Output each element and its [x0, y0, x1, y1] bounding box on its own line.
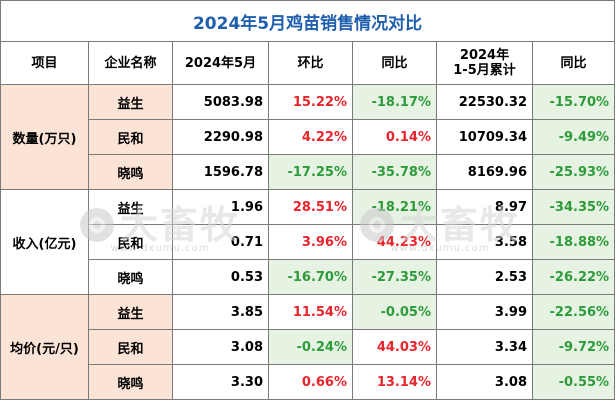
company-cell: 益生: [88, 294, 173, 330]
header-mom: 环比: [268, 41, 353, 85]
header-cumulative: 2024年 1-5月累计: [436, 41, 533, 85]
yoy-change-cell: 44.23%: [352, 224, 437, 260]
yoy-change-cell: -35.78%: [352, 154, 437, 190]
cumulative-value-cell: 3.08: [436, 364, 533, 400]
may-value-cell: 1.96: [172, 189, 269, 225]
cumulative-value-cell: 8.97: [436, 189, 533, 225]
mom-change-cell: 11.54%: [268, 294, 353, 330]
cumulative-yoy-cell: -18.88%: [531, 224, 616, 260]
company-cell: 益生: [88, 189, 173, 225]
may-value-cell: 3.85: [172, 294, 269, 330]
cumulative-yoy-cell: -0.55%: [531, 364, 616, 400]
header-may: 2024年5月: [172, 41, 269, 85]
cumulative-yoy-cell: -34.35%: [531, 189, 616, 225]
cumulative-value-cell: 2.53: [436, 259, 533, 295]
may-value-cell: 3.08: [172, 329, 269, 365]
table-row: 民和 3.08 -0.24% 44.03% 3.34 -9.72%: [1, 329, 616, 365]
cumulative-value-cell: 22530.32: [436, 84, 533, 120]
company-cell: 晓鸣: [88, 259, 173, 295]
header-cumulative-line2: 1-5月累计: [453, 63, 516, 78]
mom-change-cell: 3.96%: [268, 224, 353, 260]
cumulative-yoy-cell: -22.56%: [531, 294, 616, 330]
cumulative-value-cell: 3.99: [436, 294, 533, 330]
header-cumulative-line1: 2024年: [459, 48, 510, 63]
mom-change-cell: -0.24%: [268, 329, 353, 365]
group-label: 均价(元/只): [0, 294, 89, 400]
company-cell: 益生: [88, 84, 173, 120]
table-row: 晓鸣 1596.78 -17.25% -35.78% 8169.96 -25.93%: [1, 154, 616, 190]
may-value-cell: 3.30: [172, 364, 269, 400]
company-cell: 民和: [88, 119, 173, 155]
cumulative-value-cell: 10709.34: [436, 119, 533, 155]
may-value-cell: 0.71: [172, 224, 269, 260]
table-row: 收入(亿元) 益生 1.96 28.51% -18.21% 8.97 -34.35%: [0, 189, 616, 295]
sales-comparison-table: 2024年5月鸡苗销售情况对比 项目 企业名称 2024年5月 环比 同比 20…: [0, 0, 616, 400]
table-row: 民和 2290.98 4.22% 0.14% 10709.34 -9.49%: [1, 119, 616, 155]
may-value-cell: 2290.98: [172, 119, 269, 155]
yoy-change-cell: 44.03%: [352, 329, 437, 365]
cumulative-yoy-cell: -15.70%: [531, 84, 616, 120]
cumulative-yoy-cell: -9.49%: [531, 119, 616, 155]
yoy-change-cell: -27.35%: [352, 259, 437, 295]
company-cell: 晓鸣: [88, 154, 173, 190]
cumulative-value-cell: 8169.96: [436, 154, 533, 190]
table-row: 晓鸣 0.53 -16.70% -27.35% 2.53 -26.22%: [1, 259, 616, 295]
company-cell: 民和: [88, 224, 173, 260]
company-cell: 晓鸣: [88, 364, 173, 400]
mom-change-cell: 0.66%: [268, 364, 353, 400]
mom-change-cell: -16.70%: [268, 259, 353, 295]
yoy-change-cell: 13.14%: [352, 364, 437, 400]
yoy-change-cell: -18.17%: [352, 84, 437, 120]
mom-change-cell: -17.25%: [268, 154, 353, 190]
header-company: 企业名称: [88, 41, 173, 85]
table-row: 晓鸣 3.30 0.66% 13.14% 3.08 -0.55%: [1, 364, 616, 400]
table-row: 民和 0.71 3.96% 44.23% 3.58 -18.88%: [1, 224, 616, 260]
mom-change-cell: 28.51%: [268, 189, 353, 225]
may-value-cell: 1596.78: [172, 154, 269, 190]
table-row: 数量(万只) 益生 5083.98 15.22% -18.17% 22530.32 -15.…: [0, 84, 616, 190]
mom-change-cell: 4.22%: [268, 119, 353, 155]
may-value-cell: 5083.98: [172, 84, 269, 120]
header-item: 项目: [0, 41, 89, 85]
cumulative-yoy-cell: -25.93%: [531, 154, 616, 190]
table-row: 均价(元/只) 益生 3.85 11.54% -0.05% 3.99 -22.56%: [0, 294, 616, 400]
table-title: 2024年5月鸡苗销售情况对比: [0, 0, 616, 42]
group-label: 数量(万只): [0, 84, 89, 190]
may-value-cell: 0.53: [172, 259, 269, 295]
yoy-change-cell: 0.14%: [352, 119, 437, 155]
header-cumulative-yoy: 同比: [531, 41, 616, 85]
cumulative-value-cell: 3.58: [436, 224, 533, 260]
header-yoy: 同比: [352, 41, 437, 85]
cumulative-value-cell: 3.34: [436, 329, 533, 365]
yoy-change-cell: -0.05%: [352, 294, 437, 330]
group-label: 收入(亿元): [0, 189, 89, 295]
mom-change-cell: 15.22%: [268, 84, 353, 120]
yoy-change-cell: -18.21%: [352, 189, 437, 225]
cumulative-yoy-cell: -26.22%: [531, 259, 616, 295]
company-cell: 民和: [88, 329, 173, 365]
cumulative-yoy-cell: -9.72%: [531, 329, 616, 365]
